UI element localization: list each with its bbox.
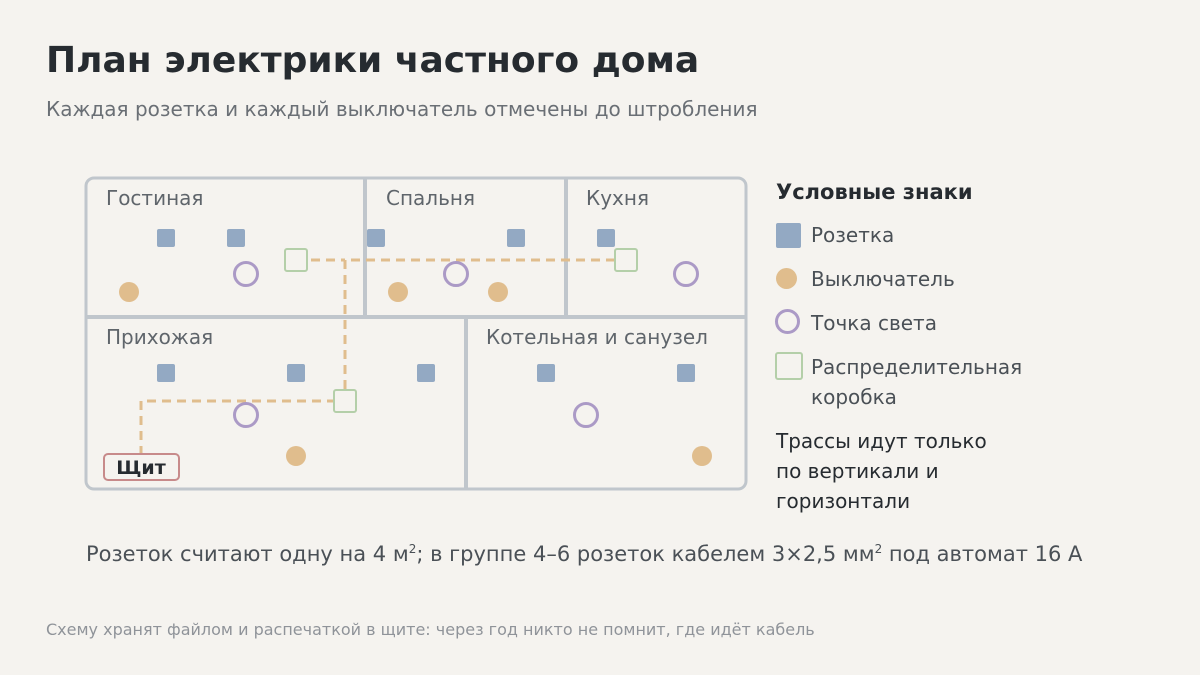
cable-route-main bbox=[139, 258, 626, 455]
legend-title: Условные знаки bbox=[776, 180, 973, 204]
switch-icon bbox=[119, 282, 139, 302]
switch-icon bbox=[776, 268, 797, 289]
room-label-bedroom: Спальня bbox=[386, 186, 475, 210]
legend-label: Распределительная коробка bbox=[811, 355, 1023, 409]
footnote-sup1: 2 bbox=[408, 542, 417, 556]
legend-item-socket: Розетка bbox=[776, 220, 1076, 250]
junction-box-icon bbox=[284, 248, 308, 272]
footnote-part2: ; в группе 4–6 розеток кабелем 3×2,5 мм bbox=[416, 542, 875, 566]
switch-icon bbox=[488, 282, 508, 302]
legend-item-box: Распределительная коробка bbox=[775, 352, 1076, 412]
room-label-living: Гостиная bbox=[106, 186, 203, 210]
light-point-icon bbox=[673, 261, 699, 287]
light-point-icon bbox=[443, 261, 469, 287]
socket-icon bbox=[157, 229, 175, 247]
socket-icon bbox=[157, 364, 175, 382]
switch-icon bbox=[286, 446, 306, 466]
page-title: План электрики частного дома bbox=[46, 40, 700, 81]
switch-icon bbox=[388, 282, 408, 302]
footnote-part1: Розеток считают одну на 4 м bbox=[86, 542, 409, 566]
footnote-part3: под автомат 16 А bbox=[882, 542, 1083, 566]
socket-icon bbox=[597, 229, 615, 247]
footnote-sup2: 2 bbox=[874, 542, 883, 556]
light-point-icon bbox=[233, 402, 259, 428]
socket-icon bbox=[227, 229, 245, 247]
electrical-panel-label: Щит bbox=[116, 457, 166, 479]
legend-label: Точка света bbox=[811, 311, 937, 335]
socket-icon bbox=[537, 364, 555, 382]
junction-box-icon bbox=[775, 352, 803, 380]
legend-item-light: Точка света bbox=[775, 308, 1076, 338]
bottom-note: Схему хранят файлом и распечаткой в щите… bbox=[46, 620, 815, 639]
legend: Условные знаки Розетка Выключатель Точка… bbox=[775, 180, 1076, 516]
junction-box-icon bbox=[333, 389, 357, 413]
socket-icon bbox=[417, 364, 435, 382]
outer-wall bbox=[84, 176, 748, 491]
light-point-icon bbox=[573, 402, 599, 428]
socket-icon bbox=[776, 223, 801, 248]
legend-item-switch: Выключатель bbox=[776, 264, 1076, 294]
socket-icon bbox=[367, 229, 385, 247]
socket-icon bbox=[287, 364, 305, 382]
legend-label: Выключатель bbox=[811, 267, 955, 291]
room-label-kitchen: Кухня bbox=[586, 186, 649, 210]
legend-label: Розетка bbox=[811, 223, 895, 247]
light-point-icon bbox=[775, 309, 800, 334]
socket-icon bbox=[677, 364, 695, 382]
socket-norm-note: Розеток считают одну на 4 м2; в группе 4… bbox=[86, 542, 1082, 566]
room-label-hallway: Прихожая bbox=[106, 325, 213, 349]
legend-note: Трассы идут только по вертикали и горизо… bbox=[776, 429, 987, 513]
socket-icon bbox=[507, 229, 525, 247]
room-label-boiler: Котельная и санузел bbox=[486, 325, 708, 349]
switch-icon bbox=[692, 446, 712, 466]
junction-box-icon bbox=[614, 248, 638, 272]
electrical-panel bbox=[103, 453, 180, 481]
light-point-icon bbox=[233, 261, 259, 287]
page-subtitle: Каждая розетка и каждый выключатель отме… bbox=[46, 97, 758, 121]
